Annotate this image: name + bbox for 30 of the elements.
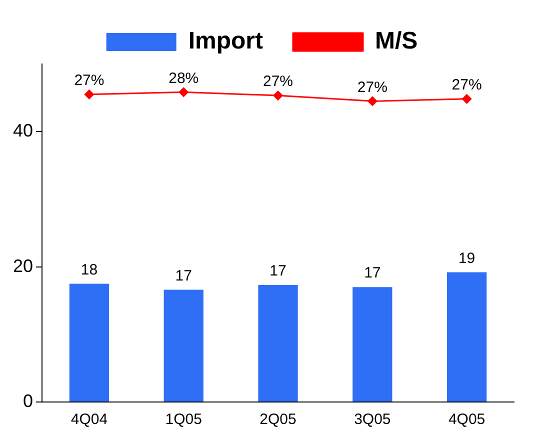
legend-label: M/S — [374, 28, 418, 55]
x-tick-label: 2Q05 — [260, 411, 296, 428]
data-label: 27% — [452, 76, 482, 94]
data-label: 17 — [175, 267, 192, 284]
point — [462, 94, 472, 104]
point — [273, 90, 283, 100]
x-tick-label: 3Q05 — [354, 411, 391, 428]
point — [368, 96, 378, 106]
bar — [69, 284, 110, 402]
y-tick-label: 20 — [12, 256, 34, 276]
point — [84, 90, 94, 100]
data-label: 17 — [364, 264, 381, 282]
x-tick-label: 4Q04 — [70, 411, 108, 428]
x-tick-label: 4Q05 — [448, 411, 486, 428]
bar — [258, 285, 298, 402]
data-label: 19 — [458, 250, 476, 267]
data-label: 28% — [168, 70, 199, 87]
bar — [446, 272, 487, 402]
bar — [352, 287, 392, 402]
y-tick-label: 0 — [23, 390, 34, 411]
y-tick-label: 40 — [12, 120, 34, 141]
data-label: 27% — [357, 78, 388, 96]
data-label: 17 — [270, 262, 286, 280]
point — [178, 87, 188, 97]
data-label: 27% — [262, 73, 294, 90]
legend-label: Import — [188, 28, 264, 55]
data-label: 18 — [80, 261, 98, 278]
data-label: 27% — [74, 72, 104, 90]
x-tick-label: 1Q05 — [165, 411, 202, 428]
bar — [164, 290, 204, 402]
